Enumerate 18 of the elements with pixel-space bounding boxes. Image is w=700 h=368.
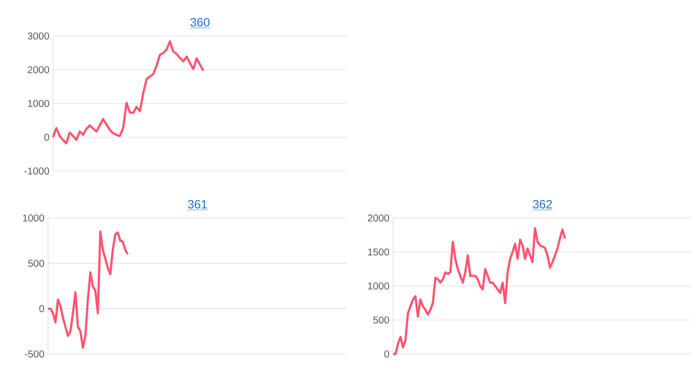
- y-tick-label: 2000: [28, 66, 50, 74]
- y-tick-label: 500: [28, 260, 44, 267]
- y-tick-label: 2000: [368, 214, 390, 222]
- chart-title: 360: [190, 18, 210, 27]
- y-tick-label: 0: [384, 350, 390, 358]
- y-tick-label: 1500: [368, 248, 390, 256]
- y-tick-label: 1000: [28, 100, 50, 108]
- line-series: [52, 40, 204, 144]
- y-tick-label: 1000: [368, 282, 390, 290]
- y-tick-label: 1000: [23, 214, 44, 222]
- chart-title: 361: [188, 200, 207, 209]
- y-tick-label: 0: [39, 305, 44, 312]
- y-tick-label: 500: [373, 316, 390, 324]
- y-tick-label: -1000: [24, 167, 50, 175]
- y-tick-label: 3000: [28, 32, 50, 40]
- chart-title: 362: [532, 200, 552, 209]
- y-tick-label: -500: [24, 350, 44, 358]
- y-tick-label: 0: [44, 134, 50, 141]
